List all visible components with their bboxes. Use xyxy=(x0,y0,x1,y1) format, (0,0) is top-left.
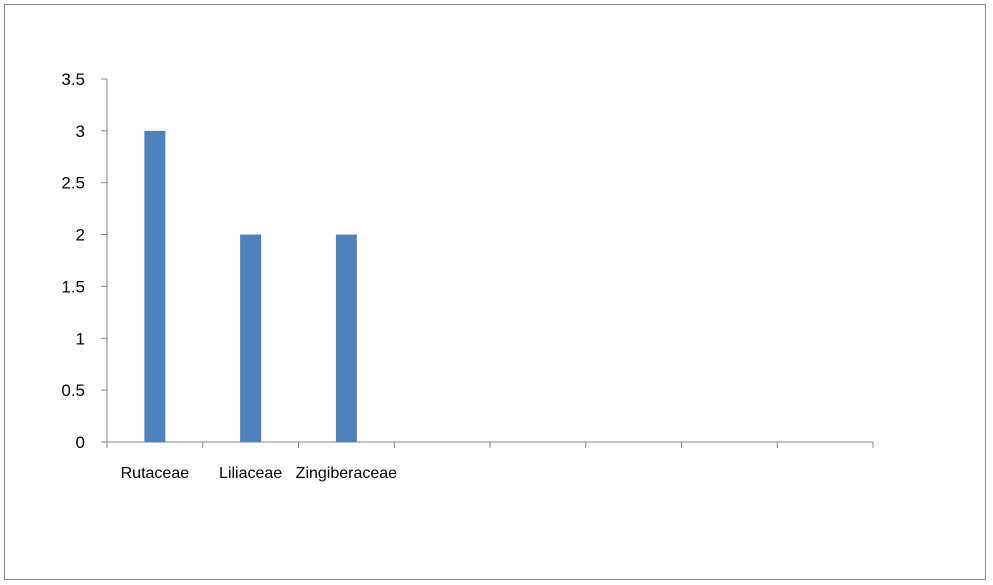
x-category-label: Zingiberaceae xyxy=(296,465,398,482)
y-tick-label: 3 xyxy=(76,122,85,141)
bar-rutaceae xyxy=(144,130,166,442)
bar-zingiberaceae xyxy=(335,234,357,442)
y-tick-label: 1 xyxy=(76,329,85,348)
y-tick-label: 3.5 xyxy=(61,70,85,89)
bar-liliaceae xyxy=(240,234,262,442)
y-tick-label: 2.5 xyxy=(61,174,85,193)
y-tick-label: 0.5 xyxy=(61,381,85,400)
x-category-label: Liliaceae xyxy=(219,465,282,482)
y-tick-label: 2 xyxy=(76,226,85,245)
x-category-label: Rutaceae xyxy=(121,465,190,482)
chart-frame: 0 0.5 1 1.5 2 2.5 3 3.5 Rutaceae Liliaceae Zingibe… xyxy=(4,4,986,580)
bar-chart: 0 0.5 1 1.5 2 2.5 3 3.5 Rutaceae Liliaceae Zingibe… xyxy=(61,70,874,482)
y-tick-label: 0 xyxy=(76,433,85,452)
y-tick-label: 1.5 xyxy=(61,277,85,296)
